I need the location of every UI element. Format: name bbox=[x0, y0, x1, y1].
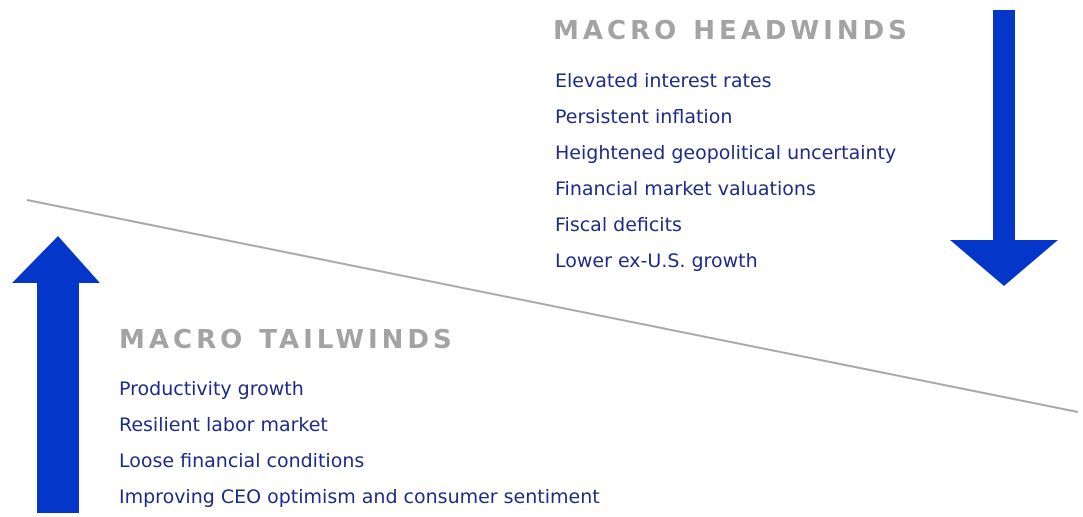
list-item: Financial market valuations bbox=[555, 178, 816, 200]
divider-line bbox=[26, 199, 1079, 413]
up-arrow bbox=[12, 236, 100, 513]
list-item: Persistent inflation bbox=[555, 106, 733, 128]
headwinds-list: Elevated interest rates Persistent inflat… bbox=[555, 63, 896, 279]
list-item: Resilient labor market bbox=[119, 414, 328, 436]
tailwinds-title: MACRO TAILWINDS bbox=[119, 325, 456, 355]
list-item: Elevated interest rates bbox=[555, 70, 772, 92]
list-item: Lower ex-U.S. growth bbox=[555, 250, 758, 272]
list-item: Heightened geopolitical uncertainty bbox=[555, 142, 897, 164]
list-item: Loose financial conditions bbox=[119, 450, 365, 472]
down-arrow bbox=[950, 10, 1058, 286]
headwinds-title: MACRO HEADWINDS bbox=[553, 16, 911, 46]
list-item: Fiscal deficits bbox=[555, 214, 682, 236]
list-item: Improving CEO optimism and consumer sent… bbox=[119, 486, 600, 508]
tailwinds-list: Productivity growth Resilient labor marke… bbox=[119, 371, 600, 515]
list-item: Productivity growth bbox=[119, 378, 304, 400]
